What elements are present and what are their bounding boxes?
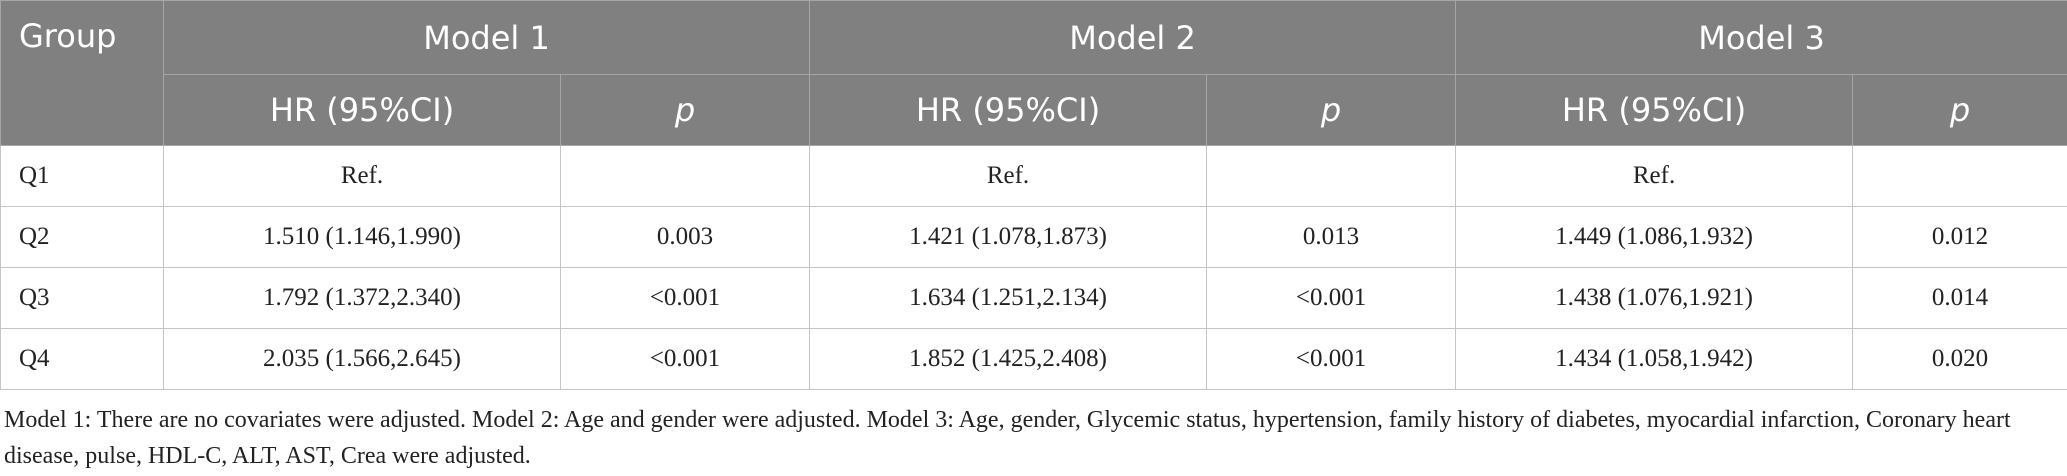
p-cell: 0.012 xyxy=(1852,206,2067,268)
hr-cell: 1.510 (1.146,1.990) xyxy=(163,206,561,268)
hr-cell: Ref. xyxy=(809,145,1208,207)
hr-cell: 1.438 (1.076,1.921) xyxy=(1455,267,1854,329)
group-cell: Q3 xyxy=(0,267,164,329)
group-header: Group xyxy=(0,0,164,146)
p-cell: <0.001 xyxy=(1206,267,1457,329)
p-header: p xyxy=(1206,74,1457,146)
footnote: Model 1: There are no covariates were ad… xyxy=(4,407,2011,469)
table-row: Q3 1.792 (1.372,2.340) <0.001 1.634 (1.251,… xyxy=(0,267,2067,329)
hr-cell: Ref. xyxy=(163,145,561,207)
empty-cell xyxy=(559,145,811,207)
model-header: Model 1 xyxy=(162,0,811,75)
empty-cell xyxy=(1852,145,2067,207)
header-row: Group Model 1 Model 2 Model 3 xyxy=(0,0,2067,146)
group-cell: Q1 xyxy=(0,145,164,207)
hr-cell: 2.035 (1.566,2.645) xyxy=(163,328,561,390)
hr-cell: 1.852 (1.425,2.408) xyxy=(809,328,1208,390)
table-row: Q2 1.510 (1.146,1.990) 0.003 1.421 (1.078,1… xyxy=(0,206,2067,268)
hr-cell: 1.792 (1.372,2.340) xyxy=(163,267,561,329)
table-row: Q1 Ref. Ref. Ref. xyxy=(0,145,2067,207)
p-cell: <0.001 xyxy=(1206,328,1457,390)
hr-cell: Ref. xyxy=(1455,145,1854,207)
hr-cell: 1.449 (1.086,1.932) xyxy=(1455,206,1854,268)
p-cell: 0.020 xyxy=(1852,328,2067,390)
subheader-row: HR (95%CI) p HR (95%CI) p HR (95%CI) p xyxy=(1,74,2067,146)
table-row: Q4 2.035 (1.566,2.645) <0.001 1.852 (1.425,… xyxy=(0,328,2067,390)
group-cell: Q4 xyxy=(0,328,164,390)
group-cell: Q2 xyxy=(0,206,164,268)
hr-cell: 1.434 (1.058,1.942) xyxy=(1455,328,1854,390)
model-header: Model 2 xyxy=(809,0,1457,75)
p-header: p xyxy=(1852,74,2067,146)
p-cell: 0.014 xyxy=(1852,267,2067,329)
hr-cell: 1.421 (1.078,1.873) xyxy=(809,206,1208,268)
hr-cell: 1.634 (1.251,2.134) xyxy=(809,267,1208,329)
p-header: p xyxy=(559,74,811,146)
empty-cell xyxy=(1206,145,1457,207)
hr-header: HR (95%CI) xyxy=(809,74,1208,146)
model-header: Model 3 xyxy=(1455,0,2067,75)
p-cell: <0.001 xyxy=(559,267,811,329)
p-cell: 0.003 xyxy=(559,206,811,268)
hr-header: HR (95%CI) xyxy=(163,74,561,146)
hr-header: HR (95%CI) xyxy=(1455,74,1854,146)
results-table: Group Model 1 Model 2 Model 3 HR (95%CI) p H… xyxy=(0,0,2067,390)
p-cell: 0.013 xyxy=(1206,206,1457,268)
p-cell: <0.001 xyxy=(559,328,811,390)
table-body: Q1 Ref. Ref. Ref. Q2 1.510 (1.146,1.990) 0.003… xyxy=(0,145,2067,390)
